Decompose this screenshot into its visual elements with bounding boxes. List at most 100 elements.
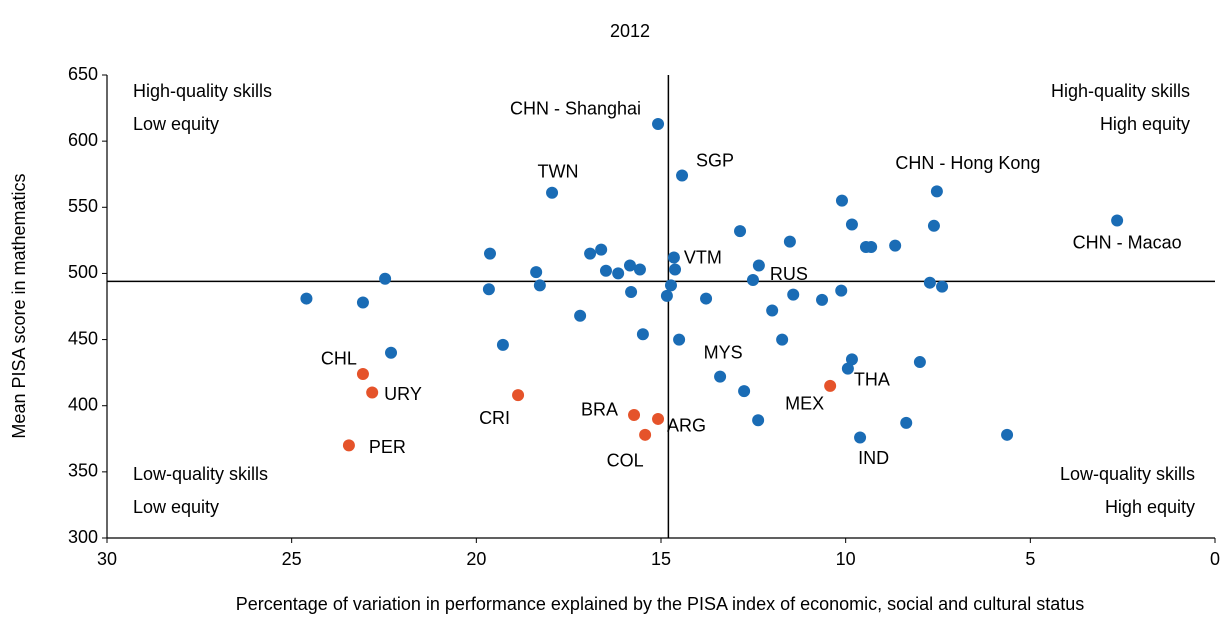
y-tick-label: 650 [68,64,98,84]
quadrant-label: Low equity [133,114,219,134]
point-label: CRI [479,408,510,428]
point [854,431,867,444]
quadrant-label: High-quality skills [1051,81,1190,101]
quadrant-label: High equity [1105,497,1195,517]
point-label: CHN - Shanghai [510,99,641,119]
point [546,186,559,199]
point [652,412,665,425]
point [660,289,673,302]
point [738,385,751,398]
point [752,259,765,272]
point [584,247,597,260]
point [927,219,940,232]
point [356,367,369,380]
point [913,356,926,369]
point [1001,428,1014,441]
point [923,276,936,289]
x-tick-label: 20 [466,549,486,569]
point-label: TWN [538,161,579,181]
x-tick-label: 30 [97,549,117,569]
quadrant-label: Low-quality skills [133,464,268,484]
point [1111,214,1124,227]
point [835,284,848,297]
point [482,283,495,296]
y-tick-label: 450 [68,328,98,348]
point [824,379,837,392]
point-label: RUS [770,264,808,284]
point [366,386,379,399]
y-tick-label: 550 [68,196,98,216]
x-tick-label: 10 [836,549,856,569]
point [787,288,800,301]
point [930,185,943,198]
point-label: THA [854,369,890,389]
y-tick-label: 500 [68,262,98,282]
point [633,263,646,276]
point [356,296,369,309]
point [673,333,686,346]
quadrant-label: Low-quality skills [1060,464,1195,484]
x-tick-label: 15 [651,549,671,569]
point [385,346,398,359]
point [845,218,858,231]
point [714,370,727,383]
point [667,251,680,264]
point [639,428,652,441]
point [300,292,313,305]
point [734,225,747,238]
point-label: CHN - Hong Kong [895,153,1040,173]
point-label: ARG [667,416,706,436]
y-tick-label: 300 [68,527,98,547]
quadrant-label: High-quality skills [133,81,272,101]
point-label: CHL [321,349,357,369]
point-label: IND [858,448,889,468]
point [845,353,858,366]
point [595,243,608,256]
quadrant-label: High equity [1100,114,1190,134]
point-label: BRA [581,400,618,420]
point-label: COL [607,451,644,471]
point-label: VTM [684,247,722,267]
point [669,263,682,276]
x-tick-label: 0 [1210,549,1220,569]
point [623,259,636,272]
chart-title: 2012 [610,21,650,41]
point [746,274,759,287]
y-tick-label: 350 [68,461,98,481]
point [865,240,878,253]
x-tick-label: 5 [1025,549,1035,569]
quadrant-label: Low equity [133,497,219,517]
point [625,285,638,298]
point-label: MEX [785,394,824,414]
point-label: PER [369,437,406,457]
x-tick-label: 25 [282,549,302,569]
point [889,239,902,252]
point-label: SGP [696,150,734,170]
point-label: CHN - Macao [1073,232,1182,252]
point [841,362,854,375]
point [342,439,355,452]
point [783,235,796,248]
point [496,338,509,351]
point [776,333,789,346]
point [676,169,689,182]
point [652,117,665,130]
point [900,416,913,429]
y-axis-label: Mean PISA score in mathematics [9,173,29,438]
point [628,408,641,421]
point [936,280,949,293]
point [612,267,625,280]
x-axis-label: Percentage of variation in performance e… [236,594,1085,614]
point-label: MYS [704,342,743,362]
point [483,247,496,260]
point [664,279,677,292]
point [816,293,829,306]
point [766,304,779,317]
y-tick-label: 600 [68,130,98,150]
point [752,414,765,427]
point-label: URY [384,384,422,404]
point [700,292,713,305]
point [533,279,546,292]
point [599,264,612,277]
